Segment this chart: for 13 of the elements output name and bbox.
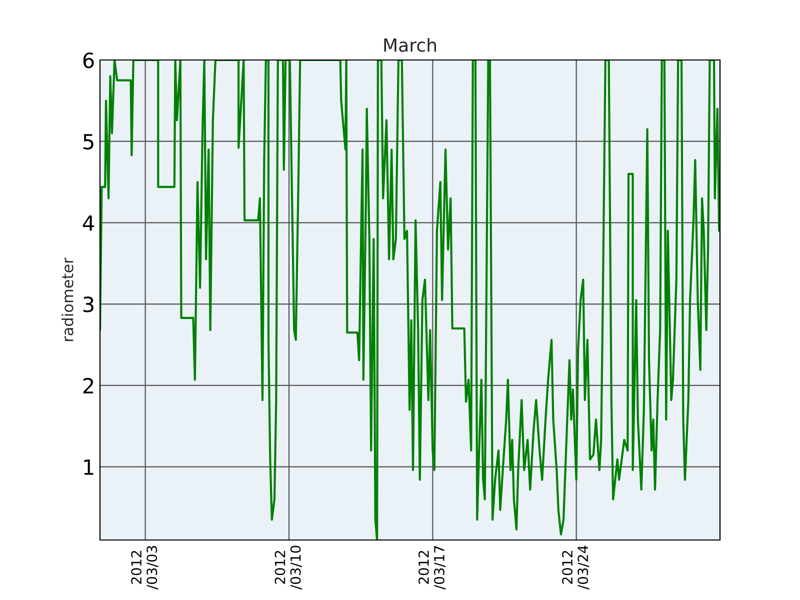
chart-title: March	[384, 38, 436, 52]
x-tick-label: 2012 /03/10	[274, 546, 302, 590]
y-tick-label: 3	[83, 296, 94, 312]
y-tick-label: 2	[83, 378, 94, 394]
y-tick-label: 5	[83, 134, 94, 150]
y-axis-title: radiometer	[62, 258, 74, 342]
x-tick-label: 2012 /03/17	[418, 546, 446, 590]
y-tick-label: 6	[83, 52, 94, 68]
x-tick-label: 2012 /03/24	[562, 546, 590, 590]
line-series	[100, 60, 720, 540]
x-tick-label: 2012 /03/03	[131, 546, 158, 590]
y-tick-label: 1	[84, 460, 94, 475]
y-tick-label: 4	[82, 215, 94, 231]
